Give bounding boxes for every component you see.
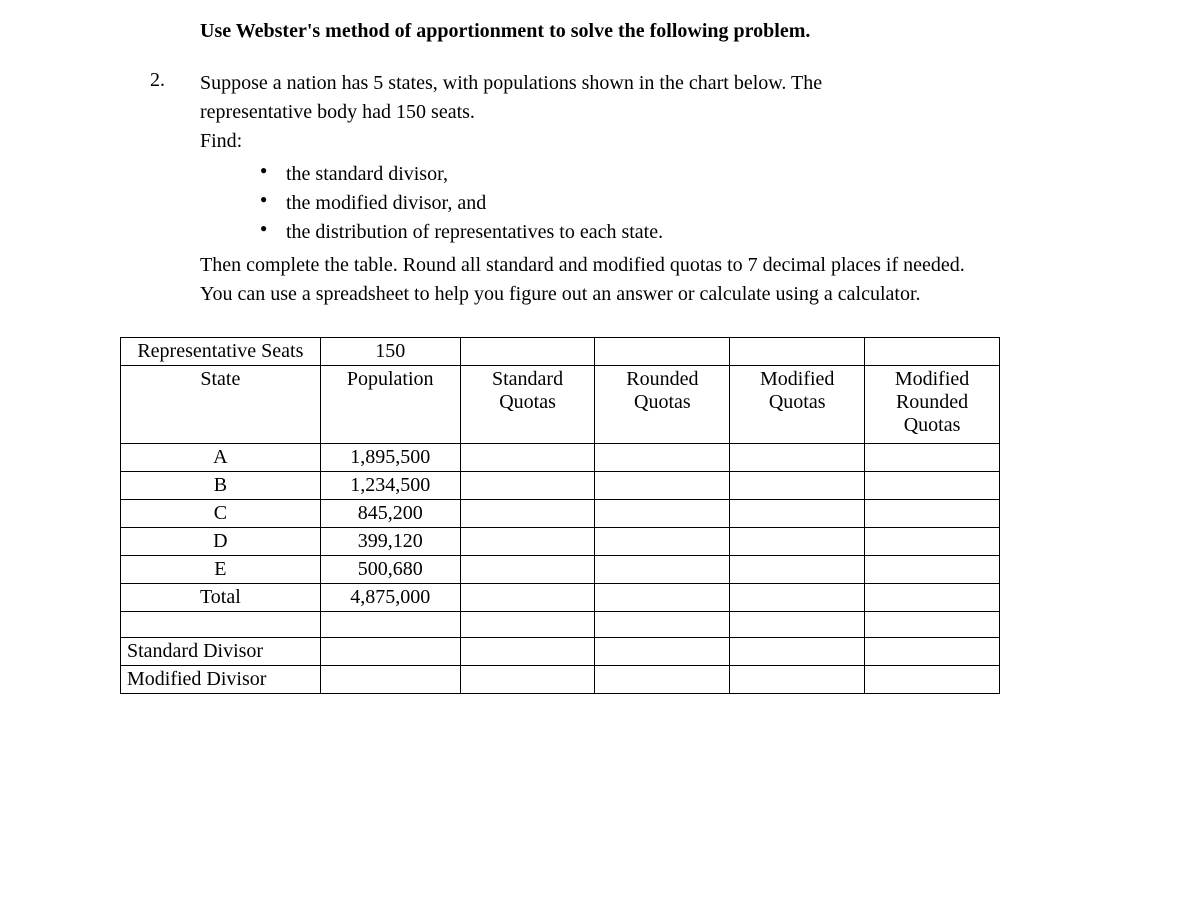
empty-cell	[595, 584, 730, 612]
empty-cell	[730, 612, 865, 638]
empty-cell	[460, 556, 595, 584]
bullet-item: the modified divisor, and	[260, 189, 1100, 218]
empty-cell	[730, 472, 865, 500]
empty-cell	[320, 612, 460, 638]
empty-cell	[730, 556, 865, 584]
empty-cell	[595, 500, 730, 528]
empty-cell	[460, 612, 595, 638]
empty-cell	[730, 338, 865, 366]
modified-divisor-label: Modified Divisor	[121, 666, 321, 694]
col-header-standard-quotas: Standard Quotas	[460, 366, 595, 444]
empty-cell	[865, 612, 1000, 638]
empty-cell	[730, 584, 865, 612]
page: Use Webster's method of apportionment to…	[0, 0, 1200, 916]
empty-cell	[865, 556, 1000, 584]
apportionment-table: Representative Seats 150 State Populatio…	[120, 337, 1000, 694]
empty-cell	[460, 444, 595, 472]
table-header-row: State Population Standard Quotas Rounded…	[121, 366, 1000, 444]
population-cell: 500,680	[320, 556, 460, 584]
state-cell: D	[121, 528, 321, 556]
col-header-state: State	[121, 366, 321, 444]
table-spacer-row	[121, 612, 1000, 638]
empty-cell	[460, 666, 595, 694]
population-cell: 1,234,500	[320, 472, 460, 500]
seats-value: 150	[320, 338, 460, 366]
problem-block: 2. Suppose a nation has 5 states, with p…	[150, 69, 1100, 309]
intro-line-1: Suppose a nation has 5 states, with popu…	[200, 69, 1100, 98]
empty-cell	[865, 584, 1000, 612]
empty-cell	[460, 500, 595, 528]
find-bullets: the standard divisor, the modified divis…	[260, 160, 1100, 247]
population-cell: 399,120	[320, 528, 460, 556]
empty-cell	[595, 444, 730, 472]
empty-cell	[595, 612, 730, 638]
col-header-population: Population	[320, 366, 460, 444]
empty-cell	[730, 638, 865, 666]
bullet-item: the distribution of representatives to e…	[260, 218, 1100, 247]
empty-cell	[460, 584, 595, 612]
empty-cell	[320, 638, 460, 666]
empty-cell	[865, 500, 1000, 528]
seats-label: Representative Seats	[121, 338, 321, 366]
total-population: 4,875,000	[320, 584, 460, 612]
empty-cell	[320, 666, 460, 694]
empty-cell	[460, 528, 595, 556]
empty-cell	[865, 666, 1000, 694]
state-cell: E	[121, 556, 321, 584]
empty-cell	[865, 472, 1000, 500]
table-row: A 1,895,500	[121, 444, 1000, 472]
intro-line-2: representative body had 150 seats.	[200, 98, 1100, 127]
empty-cell	[865, 338, 1000, 366]
problem-body: Suppose a nation has 5 states, with popu…	[200, 69, 1100, 309]
empty-cell	[595, 556, 730, 584]
empty-cell	[595, 338, 730, 366]
col-header-rounded-quotas: Rounded Quotas	[595, 366, 730, 444]
table-row: D 399,120	[121, 528, 1000, 556]
standard-divisor-label: Standard Divisor	[121, 638, 321, 666]
table-row-std-divisor: Standard Divisor	[121, 638, 1000, 666]
state-cell: B	[121, 472, 321, 500]
table-row-mod-divisor: Modified Divisor	[121, 666, 1000, 694]
table-row: B 1,234,500	[121, 472, 1000, 500]
empty-cell	[595, 472, 730, 500]
table-row-total: Total 4,875,000	[121, 584, 1000, 612]
empty-cell	[595, 638, 730, 666]
total-label: Total	[121, 584, 321, 612]
empty-cell	[865, 528, 1000, 556]
empty-cell	[865, 638, 1000, 666]
empty-cell	[730, 666, 865, 694]
population-cell: 1,895,500	[320, 444, 460, 472]
empty-cell	[865, 444, 1000, 472]
empty-cell	[460, 472, 595, 500]
empty-cell	[595, 666, 730, 694]
table-row: C 845,200	[121, 500, 1000, 528]
post-text-1: Then complete the table. Round all stand…	[200, 251, 1100, 280]
bullet-item: the standard divisor,	[260, 160, 1100, 189]
empty-cell	[121, 612, 321, 638]
empty-cell	[730, 528, 865, 556]
find-label: Find:	[200, 127, 1100, 156]
empty-cell	[730, 444, 865, 472]
col-header-modified-quotas: Modified Quotas	[730, 366, 865, 444]
empty-cell	[460, 338, 595, 366]
state-cell: A	[121, 444, 321, 472]
state-cell: C	[121, 500, 321, 528]
post-text-2: You can use a spreadsheet to help you fi…	[200, 280, 1100, 309]
page-title: Use Webster's method of apportionment to…	[200, 20, 1100, 43]
empty-cell	[730, 500, 865, 528]
empty-cell	[460, 638, 595, 666]
empty-cell	[595, 528, 730, 556]
population-cell: 845,200	[320, 500, 460, 528]
table-row-seats: Representative Seats 150	[121, 338, 1000, 366]
problem-number: 2.	[150, 69, 200, 92]
col-header-modified-rounded-quotas: Modified Rounded Quotas	[865, 366, 1000, 444]
apportionment-table-wrap: Representative Seats 150 State Populatio…	[120, 337, 1100, 694]
table-row: E 500,680	[121, 556, 1000, 584]
